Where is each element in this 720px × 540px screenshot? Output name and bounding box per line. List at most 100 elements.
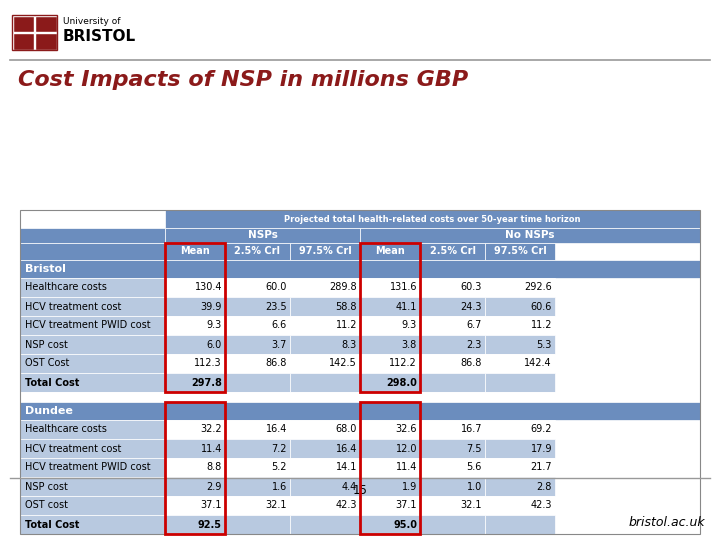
Text: BRISTOL: BRISTOL <box>63 29 136 44</box>
Bar <box>485 439 555 458</box>
Bar <box>290 354 360 373</box>
Bar <box>20 515 165 534</box>
Bar <box>485 515 555 534</box>
Text: 297.8: 297.8 <box>191 377 222 388</box>
Bar <box>360 354 420 373</box>
Text: 3.7: 3.7 <box>271 340 287 349</box>
Bar <box>485 278 555 297</box>
Text: 142.4: 142.4 <box>524 359 552 368</box>
Bar <box>360 458 420 477</box>
Text: 60.6: 60.6 <box>531 301 552 312</box>
Text: NSPs: NSPs <box>248 231 277 240</box>
Bar <box>165 210 700 228</box>
Bar <box>290 335 360 354</box>
Bar <box>360 335 420 354</box>
Bar <box>360 297 420 316</box>
Bar <box>420 373 485 392</box>
Bar <box>225 373 290 392</box>
Bar <box>20 392 700 402</box>
Bar <box>12 33 34 50</box>
Text: 41.1: 41.1 <box>395 301 417 312</box>
Bar <box>485 477 555 496</box>
Text: 11.4: 11.4 <box>201 443 222 454</box>
Bar <box>360 373 420 392</box>
Text: 131.6: 131.6 <box>390 282 417 293</box>
Text: 95.0: 95.0 <box>393 519 417 530</box>
Text: Bristol: Bristol <box>25 264 66 274</box>
Text: 21.7: 21.7 <box>531 462 552 472</box>
Bar <box>165 458 225 477</box>
Text: HCV treatment cost: HCV treatment cost <box>25 301 122 312</box>
Bar <box>485 335 555 354</box>
Bar <box>225 335 290 354</box>
Text: 58.8: 58.8 <box>336 301 357 312</box>
Bar <box>165 373 225 392</box>
Bar <box>290 243 360 260</box>
Bar <box>290 316 360 335</box>
Bar <box>20 496 165 515</box>
Text: 2.3: 2.3 <box>467 340 482 349</box>
Bar <box>290 439 360 458</box>
Text: 37.1: 37.1 <box>200 501 222 510</box>
Bar <box>165 402 225 534</box>
Bar <box>225 243 290 260</box>
Text: 4.4: 4.4 <box>342 482 357 491</box>
Bar <box>20 210 700 534</box>
Bar <box>290 278 360 297</box>
Text: 1.9: 1.9 <box>402 482 417 491</box>
Bar <box>225 420 290 439</box>
Bar <box>165 297 225 316</box>
Text: Total Cost: Total Cost <box>25 377 79 388</box>
Bar <box>360 228 700 243</box>
Bar <box>165 335 225 354</box>
Text: 16.4: 16.4 <box>266 424 287 435</box>
Text: 9.3: 9.3 <box>402 321 417 330</box>
Text: 32.6: 32.6 <box>395 424 417 435</box>
Bar <box>165 316 225 335</box>
Bar <box>225 354 290 373</box>
Text: 6.0: 6.0 <box>207 340 222 349</box>
Text: Total Cost: Total Cost <box>25 519 79 530</box>
Text: 5.2: 5.2 <box>271 462 287 472</box>
Bar <box>420 515 485 534</box>
Text: NSP cost: NSP cost <box>25 482 68 491</box>
Text: 112.2: 112.2 <box>390 359 417 368</box>
Bar <box>485 316 555 335</box>
Text: 8.3: 8.3 <box>342 340 357 349</box>
Text: 32.1: 32.1 <box>266 501 287 510</box>
Bar <box>360 316 420 335</box>
Text: 11.2: 11.2 <box>531 321 552 330</box>
Bar <box>225 515 290 534</box>
Text: Mean: Mean <box>375 246 405 256</box>
Bar <box>485 496 555 515</box>
Bar <box>420 316 485 335</box>
Bar <box>290 373 360 392</box>
Text: 32.1: 32.1 <box>461 501 482 510</box>
Text: 292.6: 292.6 <box>524 282 552 293</box>
Text: NSP cost: NSP cost <box>25 340 68 349</box>
Bar <box>290 515 360 534</box>
Bar <box>165 243 225 392</box>
Text: 97.5% CrI: 97.5% CrI <box>494 246 546 256</box>
Text: 12.0: 12.0 <box>395 443 417 454</box>
Bar <box>290 477 360 496</box>
Bar <box>165 354 225 373</box>
Text: 2.9: 2.9 <box>207 482 222 491</box>
Bar <box>360 496 420 515</box>
Bar <box>360 439 420 458</box>
Bar <box>225 278 290 297</box>
Text: 5.3: 5.3 <box>536 340 552 349</box>
Bar <box>485 243 555 260</box>
Bar <box>20 477 165 496</box>
Text: 130.4: 130.4 <box>194 282 222 293</box>
Text: 16.7: 16.7 <box>461 424 482 435</box>
Bar <box>12 15 57 50</box>
Bar <box>485 420 555 439</box>
Bar <box>20 335 165 354</box>
Bar <box>360 278 420 297</box>
Bar <box>165 243 225 260</box>
Text: 24.3: 24.3 <box>461 301 482 312</box>
Bar <box>290 496 360 515</box>
Bar <box>165 278 225 297</box>
Text: 97.5% CrI: 97.5% CrI <box>299 246 351 256</box>
